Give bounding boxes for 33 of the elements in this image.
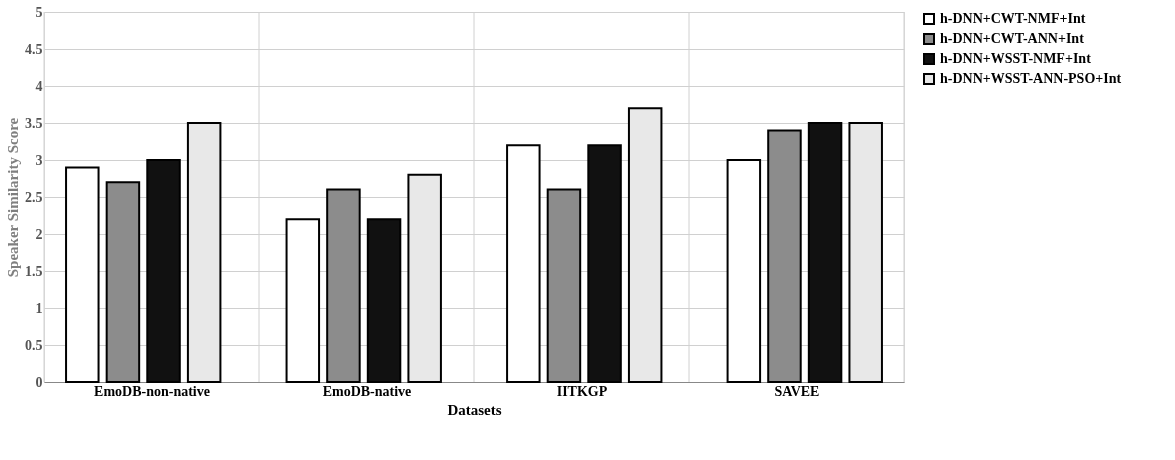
y-tick-label: 4	[35, 78, 43, 94]
legend-label: h-DNN+CWT-NMF+Int	[940, 11, 1086, 26]
bar	[726, 159, 762, 383]
y-tick-label: 5	[35, 4, 43, 20]
bar	[506, 144, 541, 383]
y-axis-title: Speaker Similarity Score	[5, 117, 21, 278]
y-tick-label: 2	[35, 226, 43, 242]
bar	[146, 159, 181, 383]
legend-label: h-DNN+CWT-ANN+Int	[940, 31, 1085, 46]
y-tick-label: 1.5	[25, 263, 43, 279]
bar	[587, 144, 622, 383]
bar	[807, 122, 843, 383]
bar	[848, 122, 883, 383]
y-tick-label: 3	[35, 152, 43, 168]
y-tick-label: 3.5	[25, 115, 43, 131]
bar	[366, 218, 402, 383]
y-tick-label: 2.5	[25, 189, 43, 205]
bar	[627, 107, 663, 383]
x-axis-title: Datasets	[447, 401, 502, 418]
legend-label: h-DNN+WSST-NMF+Int	[940, 51, 1092, 66]
bar	[407, 173, 442, 383]
x-tick-label: EmoDB-non-native	[94, 383, 210, 399]
bar	[65, 166, 100, 383]
bar	[285, 218, 321, 383]
x-tick-label: SAVEE	[774, 383, 820, 399]
x-tick-label: EmoDB-native	[322, 383, 412, 399]
bar	[186, 122, 222, 383]
x-tick-label: IITKGP	[556, 383, 608, 399]
y-tick-label: 1	[35, 300, 43, 316]
legend-label: h-DNN+WSST-ANN-PSO+Int	[940, 71, 1122, 86]
y-tick-label: 0	[35, 374, 43, 390]
y-tick-label: 0.5	[25, 337, 43, 353]
y-tick-label: 4.5	[25, 41, 43, 57]
